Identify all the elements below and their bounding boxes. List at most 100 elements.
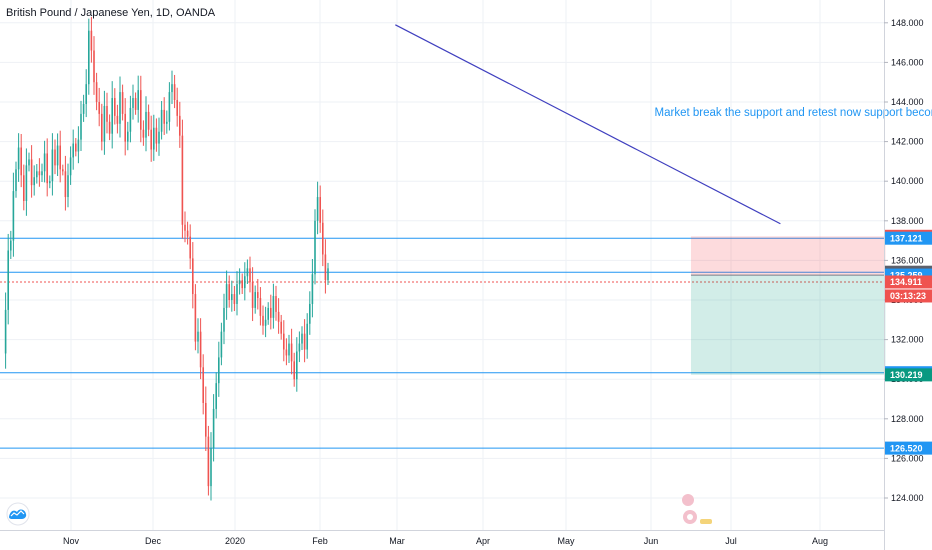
candle-body [59,145,61,170]
time-axis[interactable]: Nov Dec 2020 Feb Mar Apr May Jun Jul Aug [63,536,828,546]
price-tag-label: 130.219 [890,370,923,380]
price-tag-bg [885,275,932,289]
candle-body [77,139,80,152]
price-tick-label: 148.000 [891,18,924,28]
candle-body [85,84,87,104]
price-tag-bg [885,441,932,455]
candle-body [134,98,137,110]
candle-body [293,361,295,380]
price-axis[interactable]: 124.000126.000128.000130.000132.000134.0… [884,18,924,503]
candle-body [62,169,64,172]
candle-body [72,143,74,158]
trendline[interactable] [395,24,781,225]
emoji-sticker-icon [682,494,712,524]
candle-body [28,159,30,166]
candle-body [69,157,72,176]
candle-body [168,92,171,122]
candle-body [158,131,160,144]
candle-body [215,383,217,409]
candle-body [142,129,145,138]
candle-body [49,181,51,184]
candle-body [254,292,256,308]
candlestick-series [4,16,329,501]
price-tag: 03:13:23 [885,289,932,303]
price-tag-label: 135.259 [890,270,923,280]
candle-body [322,222,324,255]
candle-body [33,177,35,186]
time-tick-label: Jun [644,536,659,546]
candle-body [51,149,54,182]
candle-body [290,343,293,362]
short-position-tool[interactable] [690,236,886,375]
candle-body [275,296,277,312]
candle-body [316,197,319,221]
candle-body [225,284,228,308]
candle-body [56,145,59,166]
price-tag-bg [885,289,932,303]
candle-body [288,343,290,356]
candle-body [306,323,308,350]
candle-body [173,84,176,101]
candle-body [95,82,98,102]
candle-body [259,298,262,316]
candle-body [233,294,236,304]
price-tag-label: 134.911 [890,277,922,287]
candle-body [153,127,155,150]
candle-body [324,254,327,281]
candle-body [244,276,246,289]
time-tick-label: Feb [312,536,328,546]
candle-body [137,90,139,110]
candle-body [129,107,132,132]
price-tick-label: 126.000 [891,453,924,463]
candle-body [140,90,142,130]
candle-body [171,84,173,93]
price-tick-label: 146.000 [891,57,924,67]
candle-body [264,319,267,326]
take-profit-zone [690,275,886,375]
candle-body [75,143,77,152]
candle-body [194,294,197,342]
candle-body [119,92,121,124]
candle-body [7,250,9,310]
price-tag-bg [885,231,932,245]
price-axis-tags: 137.217137.121135.404135.259134.91103:13… [885,229,932,455]
price-tag: 130.219 [885,368,932,382]
time-tick-label: 2020 [225,536,245,546]
candle-body [205,402,207,437]
candle-body [189,236,191,259]
tradingview-cloud-icon[interactable] [6,502,30,526]
candle-body [319,197,321,223]
candle-body [127,131,129,142]
candle-body [262,315,264,326]
time-tick-label: Dec [145,536,162,546]
price-tag-label: 03:13:23 [890,291,926,301]
time-tick-label: Mar [389,536,405,546]
price-tick-label: 144.000 [891,97,924,107]
chart-annotation[interactable]: Market break the support and retest now … [655,107,932,119]
price-tick-label: 142.000 [891,137,924,147]
candle-body [101,113,103,142]
candle-body [30,159,33,186]
price-tick-label: 132.000 [891,335,924,345]
candle-body [184,224,186,231]
candle-body [179,115,181,136]
candle-body [155,127,158,144]
candle-body [277,311,280,322]
candle-body [327,268,329,281]
time-tick-label: Jul [725,536,737,546]
candle-body [236,284,238,304]
candle-body [150,129,152,150]
horizontal-levels[interactable] [0,237,884,449]
price-tick-label: 124.000 [891,493,924,503]
candle-body [210,448,212,487]
candle-body [246,268,249,277]
candle-body [181,135,184,225]
candle-body [54,149,56,166]
candle-body [36,171,38,178]
price-tick-label: 138.000 [891,216,924,226]
price-tick-label: 140.000 [891,176,924,186]
candle-body [15,169,17,192]
price-tag: 134.911 [885,275,932,289]
candle-body [114,98,116,116]
